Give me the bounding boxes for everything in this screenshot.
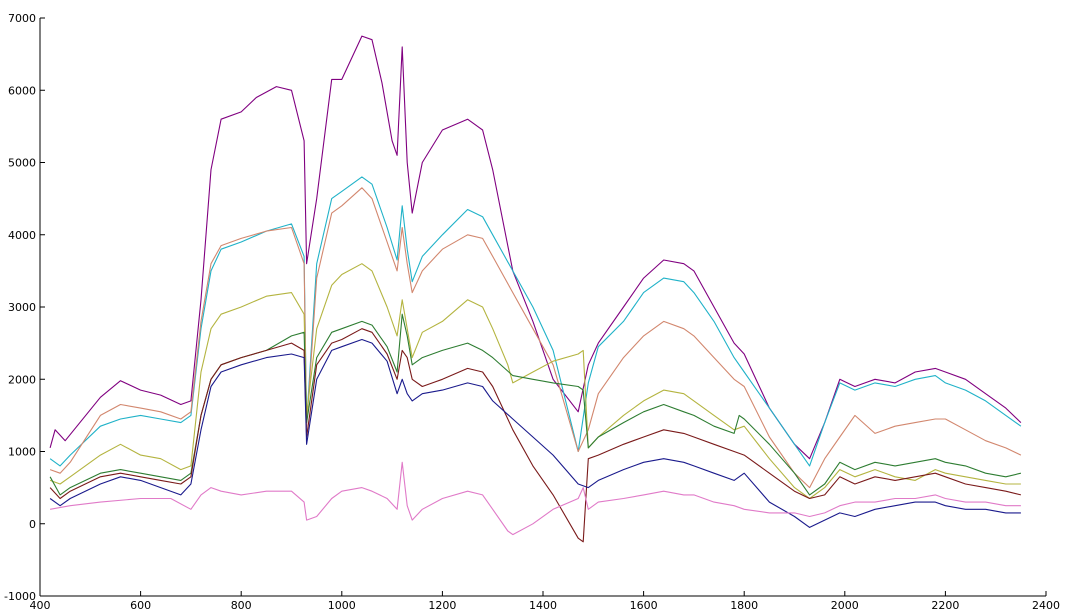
series-line-5 <box>49 313 1022 496</box>
x-tick-label: 1000 <box>328 599 356 612</box>
y-tick-label: 0 <box>29 518 36 531</box>
y-tick-label: 5000 <box>8 157 36 170</box>
series-line-4 <box>49 263 1021 500</box>
x-tick-label: 2400 <box>1032 599 1060 612</box>
series-line-7 <box>49 338 1021 528</box>
axes: 400 600 800 1000 1200 1400 1600 1800 2000 2200 240… <box>4 12 1060 612</box>
x-tick-label: 1400 <box>529 599 557 612</box>
x-tick-label: 1200 <box>428 599 456 612</box>
x-tick-label: 800 <box>231 599 252 612</box>
y-tick-label: 2000 <box>8 373 36 386</box>
series-line-6 <box>49 328 1022 543</box>
x-tick-label: 1600 <box>630 599 658 612</box>
x-tick-label: 600 <box>130 599 151 612</box>
series-line-3 <box>49 187 1022 489</box>
y-tick-label: 7000 <box>8 12 36 25</box>
x-tick-label: 2000 <box>831 599 859 612</box>
x-tick-label: 400 <box>30 599 51 612</box>
y-tick-label: 1000 <box>8 446 36 459</box>
y-tick-label: 3000 <box>8 301 36 314</box>
series-line-2 <box>49 176 1022 467</box>
plot-lines <box>49 35 1022 543</box>
y-tick-label: -1000 <box>4 590 36 603</box>
y-tick-label: 6000 <box>8 84 36 97</box>
x-tick-label: 2200 <box>931 599 959 612</box>
x-tick-label: 1800 <box>730 599 758 612</box>
series-line-1 <box>49 35 1022 460</box>
y-tick-label: 4000 <box>8 229 36 242</box>
series-line-8 <box>50 461 1021 536</box>
